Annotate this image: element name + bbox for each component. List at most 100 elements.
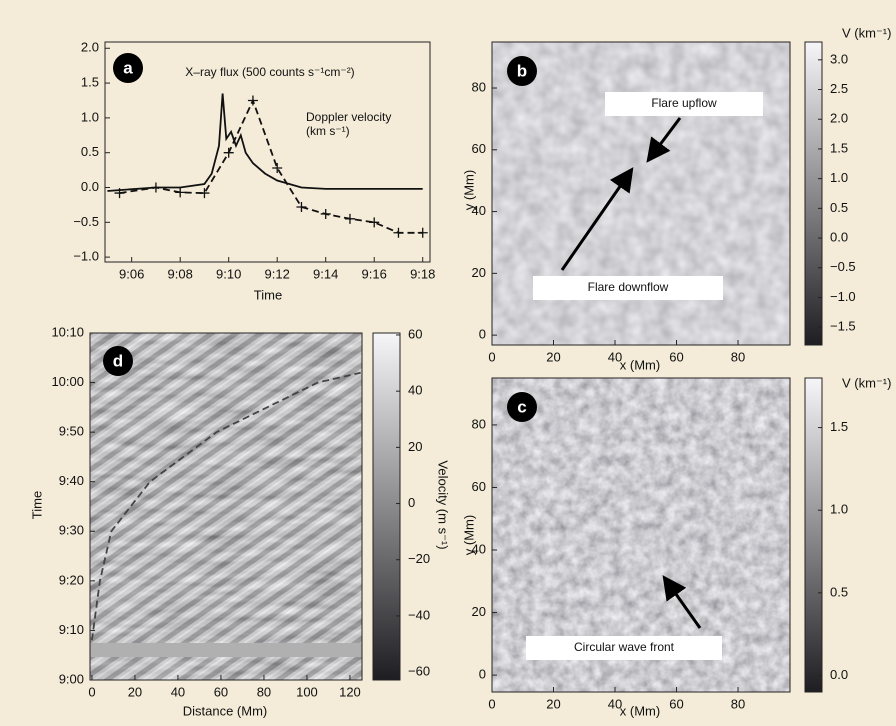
y-tick-label: 0.0 bbox=[81, 179, 99, 194]
plot-frame bbox=[89, 332, 363, 681]
colorbar bbox=[805, 378, 822, 692]
series-label: X–ray flux (500 counts s⁻¹cm⁻²) bbox=[185, 65, 354, 79]
colorbar-tick-label: 0.5 bbox=[830, 200, 848, 215]
panel-badge bbox=[103, 346, 133, 376]
colorbar-tick-label: 1.0 bbox=[830, 170, 848, 185]
x-tick-label: 9:18 bbox=[410, 266, 435, 281]
point-marker bbox=[320, 208, 331, 219]
point-marker bbox=[272, 163, 283, 174]
y-tick-label: 9:10 bbox=[59, 622, 84, 637]
panel-badge bbox=[507, 56, 537, 86]
y-tick-label: −0.5 bbox=[73, 214, 99, 229]
x-tick-label: 40 bbox=[171, 684, 185, 699]
y-tick-label: 80 bbox=[472, 416, 486, 431]
colorbar-tick-label: 20 bbox=[408, 439, 422, 454]
arrow bbox=[560, 167, 634, 271]
time-distance-texture bbox=[90, 333, 362, 680]
data-gap-band bbox=[90, 643, 362, 657]
y-tick-label: 60 bbox=[472, 479, 486, 494]
point-marker bbox=[369, 217, 380, 228]
colorbar-tick-label: 0 bbox=[408, 495, 415, 510]
colorbar-tick-label: −1.0 bbox=[830, 289, 856, 304]
point-marker bbox=[150, 182, 161, 193]
arrow bbox=[662, 575, 702, 629]
fit-curve bbox=[91, 371, 361, 641]
x-axis-label: x (Mm) bbox=[620, 357, 660, 372]
y-axis-label: y (Mm) bbox=[461, 515, 476, 555]
x-tick-label: 0 bbox=[488, 349, 495, 364]
colorbar-tick-label: 0.5 bbox=[830, 584, 848, 599]
point-marker bbox=[223, 147, 234, 158]
x-tick-label: 9:08 bbox=[168, 266, 193, 281]
x-tick-label: 9:16 bbox=[362, 266, 387, 281]
series-unit: (km s⁻¹) bbox=[306, 124, 350, 138]
annotation: Flare downflow bbox=[588, 280, 669, 294]
x-tick-label: 9:12 bbox=[265, 266, 290, 281]
x-tick-label: 80 bbox=[257, 684, 271, 699]
colorbar-tick-label: 1.5 bbox=[830, 140, 848, 155]
point-marker bbox=[199, 188, 210, 199]
annotation-box bbox=[605, 92, 763, 116]
x-axis-label: Distance (Mm) bbox=[183, 703, 268, 718]
point-marker bbox=[344, 213, 355, 224]
x-tick-label: 80 bbox=[731, 349, 745, 364]
colorbar-frame bbox=[804, 377, 823, 693]
colorbar-label: V (km⁻¹) bbox=[842, 25, 891, 40]
y-tick-label: 0.5 bbox=[81, 144, 99, 159]
colorbar-tick-label: 2.5 bbox=[830, 81, 848, 96]
colorbar-frame bbox=[372, 332, 401, 681]
x-tick-label: 20 bbox=[546, 696, 560, 711]
annotation-box bbox=[526, 636, 722, 660]
annotation: Circular wave front bbox=[574, 640, 675, 654]
y-tick-label: 40 bbox=[472, 541, 486, 556]
x-tick-label: 40 bbox=[608, 696, 622, 711]
series-label: Doppler velocity bbox=[306, 110, 391, 124]
y-tick-label: 9:30 bbox=[59, 523, 84, 538]
y-tick-label: 20 bbox=[472, 604, 486, 619]
y-tick-label: 9:40 bbox=[59, 473, 84, 488]
panel-badge bbox=[113, 53, 143, 83]
y-tick-label: 9:20 bbox=[59, 572, 84, 587]
y-tick-label: 40 bbox=[472, 203, 486, 218]
series-line bbox=[107, 93, 423, 192]
colorbar-label: Velocity (m s⁻¹) bbox=[436, 460, 451, 549]
y-axis-label: y (Mm) bbox=[461, 170, 476, 210]
y-tick-label: 1.0 bbox=[81, 109, 99, 124]
colorbar-tick-label: 1.0 bbox=[830, 502, 848, 517]
colorbar-tick-label: −40 bbox=[408, 607, 430, 622]
x-tick-label: 9:06 bbox=[119, 266, 144, 281]
colorbar-tick-label: 3.0 bbox=[830, 51, 848, 66]
x-tick-label: 20 bbox=[546, 349, 560, 364]
y-tick-label: 20 bbox=[472, 265, 486, 280]
colorbar-tick-label: −20 bbox=[408, 551, 430, 566]
x-tick-label: 9:14 bbox=[313, 266, 338, 281]
panel-badge bbox=[507, 392, 537, 422]
x-tick-label: 80 bbox=[731, 696, 745, 711]
y-tick-label: 0 bbox=[479, 327, 486, 342]
plot-frame bbox=[104, 41, 431, 263]
colorbar-label: V (km⁻¹) bbox=[842, 375, 891, 390]
y-tick-label: −1.0 bbox=[73, 249, 99, 264]
colorbar-tick-label: 0.0 bbox=[830, 229, 848, 244]
y-tick-label: 9:00 bbox=[59, 671, 84, 686]
colorbar-tick-label: −60 bbox=[408, 664, 430, 679]
point-marker bbox=[296, 202, 307, 212]
point-marker bbox=[417, 227, 428, 238]
panel-label: c bbox=[517, 397, 526, 416]
point-marker bbox=[247, 95, 258, 106]
x-tick-label: 0 bbox=[88, 684, 95, 699]
y-tick-label: 1.5 bbox=[81, 75, 99, 90]
y-tick-label: 60 bbox=[472, 141, 486, 156]
x-axis-label: Time bbox=[254, 287, 282, 302]
x-tick-label: 60 bbox=[214, 684, 228, 699]
colorbar-tick-label: 40 bbox=[408, 383, 422, 398]
colorbar-tick-label: 2.0 bbox=[830, 111, 848, 126]
panel-label: d bbox=[113, 351, 123, 370]
colorbar-frame bbox=[804, 41, 823, 346]
y-tick-label: 2.0 bbox=[81, 40, 99, 55]
x-tick-label: 100 bbox=[296, 684, 318, 699]
colorbar bbox=[373, 333, 400, 680]
y-tick-label: 10:10 bbox=[51, 324, 84, 339]
y-tick-label: 0 bbox=[479, 667, 486, 682]
y-tick-label: 10:00 bbox=[51, 374, 84, 389]
